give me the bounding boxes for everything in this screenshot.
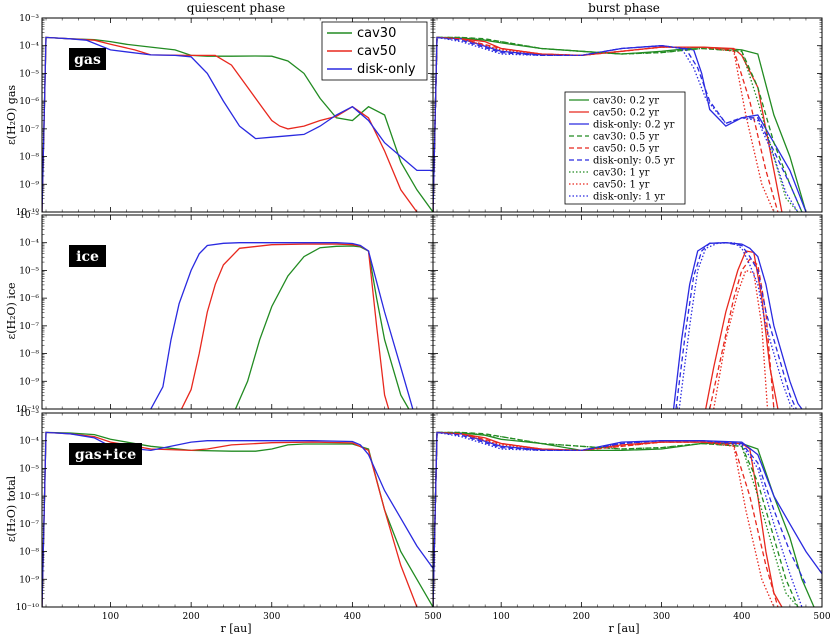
series-cav50 (180, 243, 390, 409)
plot-frame (432, 214, 823, 410)
y-tick-label: 10⁻¹⁰ (16, 208, 40, 218)
series-cav50-1-yr (433, 36, 775, 212)
series-cav50-1-yr (713, 269, 769, 409)
y-tick-label: 10⁻⁴ (19, 239, 39, 249)
legend-label: cav50: 1 yr (593, 180, 650, 191)
y-tick-label: 10⁻⁵ (19, 69, 39, 79)
series-disk-only-0-5-yr (675, 242, 797, 409)
legend-label: cav50: 0.5 yr (593, 144, 659, 155)
series-cav50-0-2-yr (433, 431, 783, 607)
x-tick-label: 100 (493, 612, 510, 622)
row-label-ice: ice (76, 249, 99, 265)
panel-gas-quiescent: 10⁻¹⁰ 10⁻⁹ 10⁻⁸ 10⁻⁷ 10⁻⁶ 10⁻⁵ 10⁻⁴ 10⁻³ gas cav3… (16, 14, 434, 218)
x-tick-label: 300 (263, 612, 280, 622)
plot-frame (41, 214, 434, 410)
series-disk-only-0-5-yr (433, 431, 807, 607)
series-cav30-0-5-yr (433, 431, 799, 607)
series-disk-only-0-2-yr (433, 431, 822, 607)
x-tick-label: 100 (102, 612, 119, 622)
y-tick-label: 10⁻⁸ (19, 548, 39, 558)
panel-total-burst: 100 200 300 400 500 (432, 412, 831, 622)
legend-label: cav30: 1 yr (593, 168, 650, 179)
y-tick-label: 10⁻¹⁰ (16, 405, 40, 415)
panel-ice-quiescent: 10⁻¹⁰ 10⁻⁹ 10⁻⁸ 10⁻⁷ 10⁻⁶ 10⁻⁵ 10⁻⁴ 10⁻³ ice (16, 211, 434, 415)
y-tick-label: 10⁻⁹ (19, 180, 39, 190)
legend-label: disk-only: 1 yr (593, 192, 665, 203)
col-title-quiescent: quiescent phase (187, 1, 286, 15)
y-tick-label: 10⁻⁸ (19, 350, 39, 360)
plot-frame (41, 412, 434, 608)
xlabel-left: r [au] (221, 622, 252, 635)
x-tick-label: 400 (733, 612, 750, 622)
series-cav30 (234, 245, 410, 409)
y-tick-label: 10⁻⁹ (19, 575, 39, 585)
legend-label: disk-only: 0.5 yr (593, 156, 675, 167)
legend-label: cav30: 0.2 yr (593, 96, 659, 107)
series-cav30-0-2-yr (433, 431, 815, 607)
x-tick-label: 300 (653, 612, 670, 622)
row-label-box (69, 443, 142, 465)
y-tick-label: 10⁻⁷ (19, 322, 39, 332)
series-disk-only-1-yr (433, 431, 803, 607)
ylabel-ice: ε(H₂O) ice (5, 283, 18, 340)
series-disk-only-1-yr (678, 242, 795, 409)
y-tick-label: 10⁻⁷ (19, 520, 39, 530)
y-tick-label: 10⁻³ (19, 14, 39, 24)
series-disk-only (150, 242, 414, 409)
series-cav30-1-yr (433, 36, 799, 212)
series-disk-only-0-5-yr (433, 36, 803, 212)
panel-ice-burst (432, 214, 823, 410)
row-label-box (69, 48, 106, 70)
x-tick-label: 500 (813, 612, 830, 622)
row-label-gas-ice: gas+ice (75, 447, 136, 463)
series-cav50-0-5-yr (433, 431, 779, 607)
series-cav30-0-5-yr (433, 36, 803, 212)
series-cav50-1-yr (433, 431, 775, 607)
x-tick-label: 400 (344, 612, 361, 622)
legend-label: cav30 (357, 26, 396, 41)
y-tick-label: 10⁻⁵ (19, 266, 39, 276)
y-tick-label: 10⁻⁴ (19, 437, 39, 447)
series-disk-only (42, 36, 433, 212)
y-tick-label: 10⁻⁷ (19, 125, 39, 135)
y-tick-label: 10⁻⁶ (19, 97, 39, 107)
ylabel-total: ε(H₂O) total (5, 475, 18, 542)
legend-label: cav50 (357, 44, 396, 59)
x-tick-label: 500 (424, 612, 441, 622)
y-tick-label: 10⁻³ (19, 409, 39, 419)
series-cav50-0-5-yr (709, 258, 775, 409)
y-tick-label: 10⁻⁴ (19, 42, 39, 52)
y-tick-label: 10⁻⁵ (19, 464, 39, 474)
plot-frame (432, 412, 823, 608)
legend-label: disk-only: 0.2 yr (593, 120, 675, 131)
y-tick-label: 10⁻³ (19, 211, 39, 221)
legend-label: cav30: 0.5 yr (593, 132, 659, 143)
xlabel-right: r [au] (609, 622, 640, 635)
y-tick-label: 10⁻⁹ (19, 377, 39, 387)
y-tick-label: 10⁻⁶ (19, 294, 39, 304)
x-tick-label: 200 (573, 612, 590, 622)
plot-frame (432, 17, 823, 213)
ylabel-gas: ε(H₂O) gas (5, 85, 18, 145)
y-tick-label: 10⁻¹⁰ (16, 603, 40, 613)
y-tick-label: 10⁻⁶ (19, 492, 39, 502)
legend-label: cav50: 0.2 yr (593, 108, 659, 119)
series-cav30 (42, 36, 433, 212)
panels: 10⁻¹⁰ 10⁻⁹ 10⁻⁸ 10⁻⁷ 10⁻⁶ 10⁻⁵ 10⁻⁴ 10⁻³ gas cav3… (16, 14, 831, 622)
y-tick-label: 10⁻⁸ (19, 153, 39, 163)
series-disk-only-0-2-yr (672, 242, 803, 409)
col-title-burst: burst phase (588, 1, 660, 15)
panel-total-quiescent: 10⁻¹⁰ 10⁻⁹ 10⁻⁸ 10⁻⁷ 10⁻⁶ 10⁻⁵ 10⁻⁴ 10⁻³ 100 200 3… (16, 409, 442, 622)
legend-label: disk-only (357, 62, 416, 77)
row-label-gas: gas (74, 52, 101, 68)
row-label-box (69, 245, 106, 267)
series-cav30-1-yr (433, 431, 799, 607)
x-tick-label: 200 (183, 612, 200, 622)
series-disk-only (42, 431, 433, 607)
series-cav50 (42, 36, 418, 212)
